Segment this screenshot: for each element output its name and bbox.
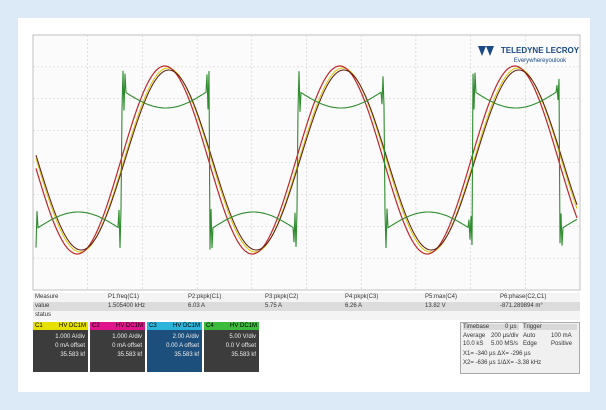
table-cell: 13.82 V — [425, 303, 446, 309]
channel-header: C4 HV DC1M — [204, 322, 259, 330]
channel-coupling: HV DC1M — [59, 323, 86, 329]
table-cell: P6:phase(C2,C1) — [500, 294, 546, 300]
channel-offset: 0 mA offset — [112, 343, 142, 349]
channel-label: C2 — [92, 323, 100, 329]
table-cell: P5:max(C4) — [425, 294, 457, 300]
channel-box[interactable]: C4 HV DC1M 5.00 V/div 0.0 V offset 35.583 kf — [204, 322, 259, 372]
channel-coupling: HV DC1M — [230, 323, 257, 329]
timebase-value: Average — [463, 333, 485, 339]
channel-scale: 2.00 A/div — [173, 334, 199, 340]
table-cell: P3:pkpk(C2) — [265, 294, 298, 300]
channel-samples: 35.583 kf — [174, 352, 199, 358]
channel-samples: 35.583 kf — [60, 352, 85, 358]
channel-header: C3 HV DC1M — [147, 322, 202, 330]
table-cell: 5.75 A — [265, 303, 282, 309]
table-cell: Measure — [35, 294, 58, 300]
table-cell: 1.505400 kHz — [108, 303, 145, 309]
cursor-readout: X1= -340 µs ΔX= -296 µs — [463, 351, 531, 357]
timebase-value: Auto — [523, 333, 535, 339]
table-cell: value — [35, 303, 49, 309]
timebase-value: 100 mA — [551, 333, 572, 339]
cursor-readout: X2= -636 µs 1/ΔX= -3.38 kHz — [463, 360, 541, 366]
channel-scale: 1.000 A/div — [112, 334, 142, 340]
timebase-value: 5.00 MS/s — [491, 341, 518, 347]
table-cell: P1:freq(C1) — [108, 294, 139, 300]
channel-offset: 0 mA offset — [55, 343, 85, 349]
channel-coupling: HV DC1M — [173, 323, 200, 329]
channel-offset: 0.00 A offset — [166, 343, 199, 349]
channel-box[interactable]: C1 HV DC1M 1.000 A/div 0 mA offset 35.583 kf — [33, 322, 88, 372]
table-cell: status — [35, 312, 51, 318]
timebase-value: Edge — [523, 341, 537, 347]
logo-tagline: Everywhereyoulook — [514, 58, 567, 64]
page: TELEDYNE LECROY Everywhereyoulook Measur… — [0, 0, 606, 410]
timebase-value: Positive — [551, 341, 572, 347]
channel-offset: 0.0 V offset — [226, 343, 256, 349]
table-cell: P4:pkpk(C3) — [345, 294, 378, 300]
channel-label: C4 — [206, 323, 214, 329]
channel-label: C3 — [149, 323, 157, 329]
logo-brand: TELEDYNE LECROY — [501, 46, 580, 55]
table-cell: P2:pkpk(C1) — [188, 294, 221, 300]
channel-samples: 35.583 kf — [231, 352, 256, 358]
channel-header: C2 HV DC1M — [90, 322, 145, 330]
trigger-title: Trigger — [523, 324, 577, 330]
timebase-delay: 0 µs — [505, 324, 516, 330]
channel-header: C1 HV DC1M — [33, 322, 88, 330]
channel-label: C1 — [35, 323, 43, 329]
channel-box[interactable]: C2 HV DC1M 1.000 A/div 0 mA offset 35.583 kf — [90, 322, 145, 372]
table-cell: 6.03 A — [188, 303, 205, 309]
channel-coupling: HV DC1M — [116, 323, 143, 329]
table-row — [33, 311, 580, 320]
channel-scale: 1.000 A/div — [55, 334, 85, 340]
timebase-value: 200 µs/div — [491, 333, 518, 339]
channel-samples: 35.583 kf — [117, 352, 142, 358]
channel-box[interactable]: C3 HV DC1M 2.00 A/div 0.00 A offset 35.583 k… — [147, 322, 202, 372]
timebase-value: 10.0 kS — [463, 341, 483, 347]
table-cell: 6.26 A — [345, 303, 362, 309]
channel-scale: 5.00 V/div — [229, 334, 256, 340]
table-cell: -871.289894 m° — [500, 303, 543, 309]
